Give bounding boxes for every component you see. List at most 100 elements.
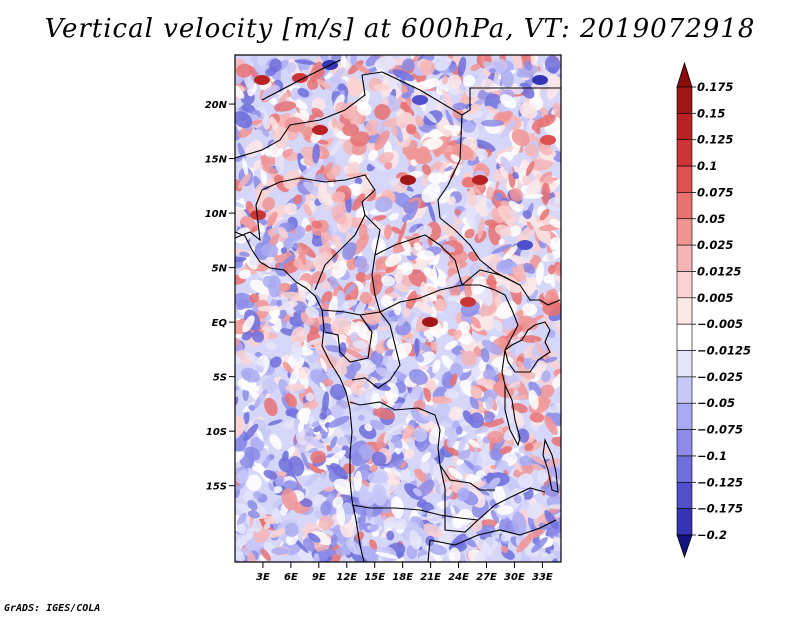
velocity-patch	[305, 306, 320, 319]
velocity-patch	[381, 98, 389, 106]
velocity-patch	[420, 461, 430, 474]
velocity-patch	[420, 281, 429, 305]
velocity-patch	[313, 553, 320, 562]
velocity-patch	[385, 348, 396, 356]
velocity-patch	[408, 521, 420, 529]
velocity-patch	[520, 158, 530, 172]
velocity-patch	[323, 486, 336, 492]
velocity-patch	[336, 290, 346, 307]
velocity-patch	[385, 253, 402, 268]
velocity-patch	[244, 446, 261, 461]
velocity-patch	[467, 189, 477, 207]
velocity-patch	[523, 193, 544, 199]
velocity-patch	[496, 505, 514, 516]
velocity-patch	[519, 82, 535, 99]
velocity-patch	[369, 524, 380, 532]
velocity-patch	[357, 414, 365, 421]
velocity-patch	[413, 427, 428, 443]
velocity-patch	[249, 119, 263, 126]
velocity-core	[250, 210, 266, 220]
velocity-patch	[500, 120, 517, 139]
velocity-patch	[509, 188, 523, 202]
velocity-patch	[326, 366, 339, 377]
velocity-patch	[358, 491, 377, 507]
colorbar-segment	[676, 218, 693, 246]
colorbar-label: 0.15	[697, 106, 725, 120]
velocity-patch	[391, 434, 403, 449]
velocity-patch	[460, 313, 473, 325]
velocity-patch	[494, 224, 512, 237]
velocity-patch	[400, 460, 407, 469]
velocity-patch	[252, 305, 260, 313]
colorbar: 0.175 0.15 0.125 0.1 0.075 0.05 0.025 0.0125 0.0…	[676, 61, 751, 559]
velocity-patch	[423, 110, 437, 124]
velocity-patch	[494, 192, 504, 201]
velocity-patch	[237, 142, 246, 162]
velocity-patch	[235, 83, 245, 99]
velocity-patch	[455, 426, 463, 435]
velocity-patch	[352, 193, 366, 211]
velocity-patch	[235, 396, 239, 406]
velocity-patch	[267, 211, 278, 227]
velocity-patch	[488, 68, 497, 74]
velocity-patch	[428, 544, 447, 556]
colorbar-segment	[676, 271, 693, 299]
velocity-patch	[513, 494, 522, 504]
velocity-patch	[331, 206, 347, 225]
velocity-patch	[448, 406, 463, 421]
lake-borders	[504, 321, 551, 373]
lon-tick-label: 33E	[532, 572, 553, 583]
velocity-patch	[428, 172, 442, 185]
velocity-patch	[388, 212, 400, 221]
velocity-patch	[526, 221, 534, 231]
velocity-patch	[310, 450, 326, 464]
velocity-core	[422, 317, 438, 327]
colorbar-segment	[676, 429, 693, 457]
velocity-patch	[352, 340, 369, 350]
colorbar-segment	[676, 350, 693, 378]
velocity-patch	[263, 515, 276, 525]
velocity-patch	[350, 361, 362, 372]
velocity-patch	[332, 256, 338, 263]
velocity-patch	[458, 436, 467, 453]
colorbar-top-triangle	[676, 61, 693, 88]
velocity-patch	[252, 491, 262, 499]
lon-tick-label: 15E	[364, 572, 385, 583]
velocity-patch	[516, 65, 539, 78]
velocity-patch	[375, 343, 386, 355]
velocity-patch	[332, 286, 341, 297]
velocity-patch	[345, 539, 362, 555]
border-libya-sudan	[461, 87, 561, 116]
velocity-patch	[423, 523, 443, 538]
velocity-patch	[525, 160, 535, 177]
velocity-patch	[235, 201, 244, 208]
velocity-patch	[305, 224, 312, 232]
velocity-patch	[374, 103, 391, 121]
velocity-patch	[262, 275, 277, 289]
velocity-patch	[314, 549, 337, 559]
velocity-patch	[284, 202, 297, 216]
velocity-patch	[554, 262, 561, 276]
velocity-patch	[368, 149, 378, 161]
lon-tick-label: 18E	[392, 572, 413, 583]
velocity-patch	[245, 140, 263, 157]
lat-tick-label: 15S	[206, 482, 227, 493]
velocity-patch	[512, 394, 528, 400]
velocity-patch	[512, 511, 527, 536]
colorbar-segment	[676, 86, 693, 114]
velocity-core	[412, 95, 428, 105]
velocity-patch	[278, 226, 289, 239]
velocity-patch	[243, 74, 254, 90]
velocity-patch	[421, 164, 431, 175]
velocity-patch	[470, 519, 483, 532]
velocity-patch	[336, 504, 346, 526]
border-algeria-niger	[261, 59, 341, 101]
velocity-patch	[546, 79, 561, 100]
velocity-patch	[544, 55, 561, 74]
velocity-patch	[526, 276, 537, 296]
velocity-patch	[453, 329, 462, 341]
velocity-patch	[434, 298, 447, 312]
velocity-patch	[298, 366, 310, 379]
velocity-patch	[321, 231, 332, 255]
velocity-patch	[371, 392, 382, 410]
